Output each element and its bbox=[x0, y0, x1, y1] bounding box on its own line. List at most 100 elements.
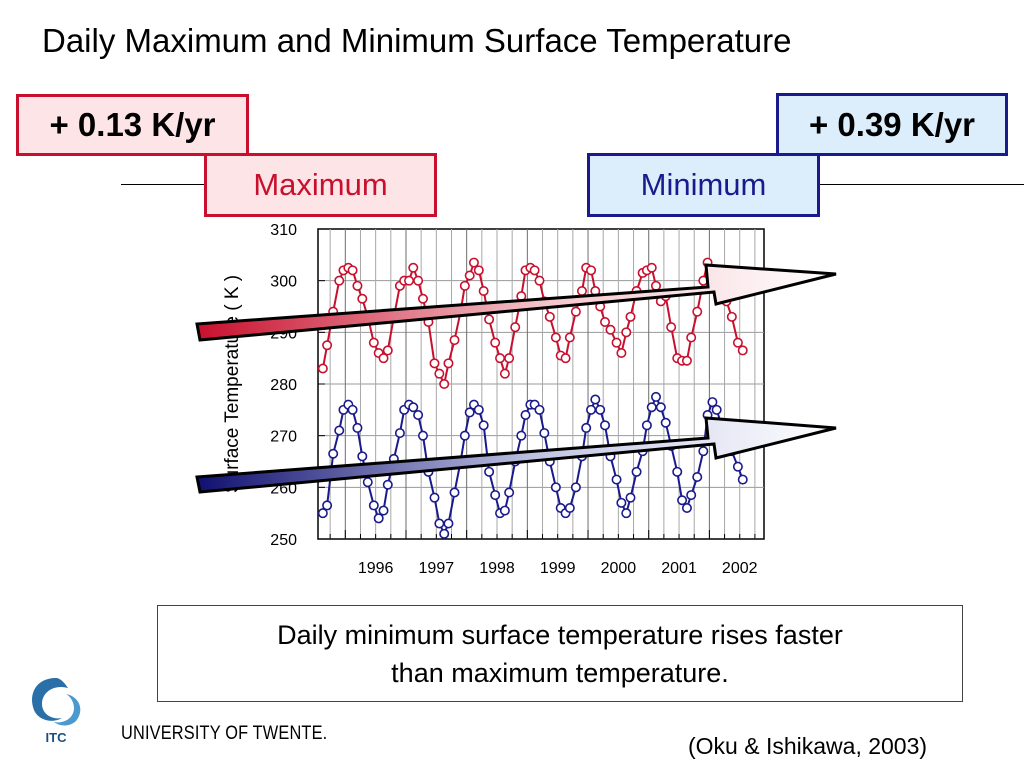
minimum-point bbox=[394, 428, 405, 439]
minimum-point bbox=[698, 446, 709, 457]
minimum-point bbox=[357, 451, 368, 462]
minimum-point bbox=[484, 466, 495, 477]
minimum-point bbox=[625, 492, 636, 503]
minimum-point bbox=[443, 518, 454, 529]
maximum-point bbox=[737, 345, 748, 356]
maximum-point bbox=[621, 327, 632, 338]
maximum-point bbox=[732, 337, 743, 348]
minimum-point bbox=[382, 479, 393, 490]
minimum-point bbox=[504, 487, 515, 498]
x-tick-label: 1996 bbox=[358, 560, 394, 577]
university-name: UNIVERSITY OF TWENTE. bbox=[121, 723, 328, 744]
minimum-point bbox=[550, 482, 561, 493]
minimum-point bbox=[616, 497, 627, 508]
caption-box: Daily minimum surface temperature rises … bbox=[157, 605, 963, 702]
minimum-point bbox=[378, 505, 389, 516]
minimum-point bbox=[595, 404, 606, 415]
maximum-point bbox=[625, 311, 636, 322]
minimum-point bbox=[581, 422, 592, 433]
minimum-point bbox=[600, 420, 611, 431]
maximum-point bbox=[534, 275, 545, 286]
minimum-point bbox=[686, 490, 697, 501]
maximum-point bbox=[692, 306, 703, 317]
maximum-point bbox=[368, 337, 379, 348]
y-tick-label: 250 bbox=[270, 532, 297, 549]
maximum-point bbox=[504, 353, 515, 364]
maximum-point bbox=[605, 324, 616, 335]
minimum-point bbox=[590, 394, 601, 405]
minimum-point bbox=[631, 466, 642, 477]
minimum-point bbox=[439, 528, 450, 539]
maximum-point bbox=[611, 337, 622, 348]
minimum-point bbox=[655, 402, 666, 413]
maximum-point bbox=[443, 358, 454, 369]
y-tick-label: 310 bbox=[270, 222, 297, 239]
maximum-point bbox=[449, 335, 460, 346]
minimum-point bbox=[732, 461, 743, 472]
x-tick-label: 1997 bbox=[419, 560, 455, 577]
maximum-point bbox=[560, 353, 571, 364]
maximum-point bbox=[726, 311, 737, 322]
minimum-point bbox=[478, 420, 489, 431]
logo-swirl-outer bbox=[32, 678, 68, 721]
maximum-point bbox=[570, 306, 581, 317]
min-trend-arrow bbox=[195, 416, 837, 494]
maximum-point bbox=[464, 270, 475, 281]
minimum-point bbox=[413, 409, 424, 420]
minimum-point bbox=[317, 508, 328, 519]
minimum-point bbox=[660, 417, 671, 428]
minimum-point bbox=[352, 422, 363, 433]
minimum-point bbox=[429, 492, 440, 503]
minimum-point bbox=[677, 495, 688, 506]
maximum-point bbox=[600, 316, 611, 327]
y-axis-label: Surface Temperature ( K ) bbox=[222, 275, 243, 493]
slide-title: Daily Maximum and Minimum Surface Temper… bbox=[42, 22, 792, 59]
minimum-point bbox=[711, 404, 722, 415]
minimum-point bbox=[347, 404, 358, 415]
divider-right bbox=[820, 184, 1024, 185]
minimum-point bbox=[646, 402, 657, 413]
minimum-point bbox=[534, 404, 545, 415]
minimum-point bbox=[449, 487, 460, 498]
maximum-point bbox=[382, 345, 393, 356]
maximum-point bbox=[352, 280, 363, 291]
maximum-point bbox=[564, 332, 575, 343]
maximum-point bbox=[550, 332, 561, 343]
maximum-point bbox=[495, 353, 506, 364]
minimum-point bbox=[417, 430, 428, 441]
minimum-point bbox=[672, 466, 683, 477]
logo-text: ITC bbox=[46, 730, 68, 745]
maximum-label: Maximum bbox=[204, 153, 437, 217]
minimum-point bbox=[490, 490, 501, 501]
y-tick-label: 280 bbox=[270, 377, 297, 394]
maximum-point bbox=[490, 337, 501, 348]
maximum-point bbox=[347, 265, 358, 276]
minimum-point bbox=[499, 505, 510, 516]
min-trend-badge: + 0.39 K/yr bbox=[776, 93, 1008, 156]
maximum-point bbox=[646, 262, 657, 273]
minimum-point bbox=[539, 428, 550, 439]
max-trend-badge: + 0.13 K/yr bbox=[16, 94, 249, 156]
maximum-point bbox=[666, 322, 677, 333]
caption-line-1: Daily minimum surface temperature rises … bbox=[277, 619, 843, 650]
maximum-point bbox=[429, 358, 440, 369]
y-tick-label: 300 bbox=[270, 274, 297, 291]
maximum-point bbox=[499, 368, 510, 379]
maximum-point bbox=[378, 353, 389, 364]
minimum-point bbox=[650, 391, 661, 402]
minimum-point bbox=[564, 502, 575, 513]
maximum-point bbox=[529, 265, 540, 276]
minimum-point bbox=[641, 420, 652, 431]
maximum-point bbox=[459, 280, 470, 291]
minimum-point bbox=[681, 502, 692, 513]
minimum-point bbox=[707, 397, 718, 408]
maximum-point bbox=[576, 285, 587, 296]
minimum-point bbox=[373, 513, 384, 524]
maximum-point bbox=[322, 340, 333, 351]
x-tick-label: 2002 bbox=[722, 560, 758, 577]
maximum-point bbox=[478, 285, 489, 296]
maximum-point bbox=[439, 378, 450, 389]
maximum-point bbox=[473, 265, 484, 276]
itc-logo: ITC bbox=[32, 678, 81, 745]
